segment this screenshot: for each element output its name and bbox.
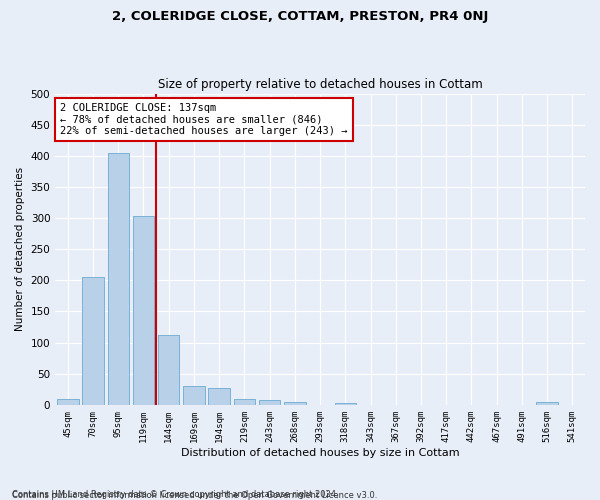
Text: 2, COLERIDGE CLOSE, COTTAM, PRESTON, PR4 0NJ: 2, COLERIDGE CLOSE, COTTAM, PRESTON, PR4… <box>112 10 488 23</box>
Bar <box>57 398 79 405</box>
Y-axis label: Number of detached properties: Number of detached properties <box>15 167 25 332</box>
Text: 2 COLERIDGE CLOSE: 137sqm
← 78% of detached houses are smaller (846)
22% of semi: 2 COLERIDGE CLOSE: 137sqm ← 78% of detac… <box>61 103 348 136</box>
X-axis label: Distribution of detached houses by size in Cottam: Distribution of detached houses by size … <box>181 448 460 458</box>
Bar <box>335 403 356 405</box>
Bar <box>82 276 104 405</box>
Bar <box>284 402 305 405</box>
Bar <box>536 402 558 405</box>
Text: Contains HM Land Registry data © Crown copyright and database right 2024.: Contains HM Land Registry data © Crown c… <box>12 490 338 499</box>
Bar <box>107 152 129 405</box>
Title: Size of property relative to detached houses in Cottam: Size of property relative to detached ho… <box>158 78 482 91</box>
Text: Contains public sector information licensed under the Open Government Licence v3: Contains public sector information licen… <box>12 491 377 500</box>
Bar <box>259 400 280 405</box>
Bar <box>158 335 179 405</box>
Bar <box>208 388 230 405</box>
Bar <box>133 216 154 405</box>
Bar <box>233 399 255 405</box>
Bar <box>183 386 205 405</box>
